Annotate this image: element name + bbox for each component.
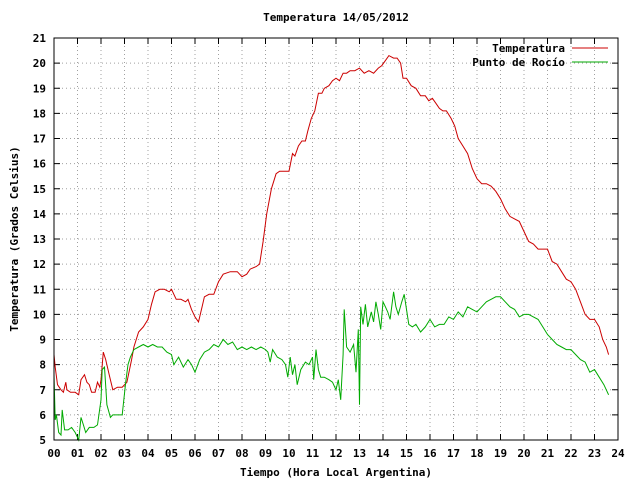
x-tick-label: 07 bbox=[212, 447, 225, 460]
y-tick-label: 16 bbox=[33, 158, 47, 171]
y-tick-label: 21 bbox=[33, 32, 47, 45]
axis-ticks: 00 01 02 03 04 05 06 07 08 09 10 11 12 13 14 15 16 17 18 19… bbox=[33, 32, 625, 460]
chart-title: Temperatura 14/05/2012 bbox=[263, 11, 409, 24]
series-line-2 bbox=[53, 291, 610, 442]
x-tick-label: 24 bbox=[611, 447, 625, 460]
y-tick-label: 18 bbox=[33, 107, 46, 120]
y-tick-label: 5 bbox=[39, 434, 46, 447]
x-tick-label: 01 bbox=[71, 447, 85, 460]
x-tick-label: 05 bbox=[165, 447, 178, 460]
x-tick-label: 15 bbox=[400, 447, 413, 460]
y-tick-label: 12 bbox=[33, 258, 46, 271]
x-tick-label: 10 bbox=[282, 447, 295, 460]
x-tick-label: 03 bbox=[118, 447, 131, 460]
x-tick-label: 18 bbox=[470, 447, 483, 460]
x-tick-label: 09 bbox=[259, 447, 272, 460]
y-tick-label: 10 bbox=[33, 308, 46, 321]
y-tick-label: 13 bbox=[33, 233, 46, 246]
x-tick-label: 20 bbox=[517, 447, 530, 460]
y-tick-label: 20 bbox=[33, 57, 46, 70]
y-tick-label: 11 bbox=[33, 283, 47, 296]
plot-frame bbox=[53, 37, 619, 441]
x-tick-label: 02 bbox=[94, 447, 107, 460]
x-tick-label: 14 bbox=[376, 447, 390, 460]
x-tick-label: 13 bbox=[353, 447, 366, 460]
chart-grid bbox=[54, 38, 618, 440]
x-tick-label: 23 bbox=[588, 447, 601, 460]
x-tick-label: 17 bbox=[447, 447, 460, 460]
y-tick-label: 8 bbox=[39, 359, 46, 372]
y-tick-label: 7 bbox=[39, 384, 46, 397]
x-tick-label: 12 bbox=[329, 447, 342, 460]
y-tick-label: 9 bbox=[39, 334, 46, 347]
legend-label: Temperatura bbox=[492, 42, 565, 55]
x-tick-label: 16 bbox=[423, 447, 437, 460]
y-tick-label: 19 bbox=[33, 82, 46, 95]
x-tick-label: 00 bbox=[47, 447, 60, 460]
x-tick-label: 04 bbox=[141, 447, 155, 460]
x-tick-label: 22 bbox=[564, 447, 577, 460]
x-tick-label: 11 bbox=[306, 447, 320, 460]
legend-label: Punto de Rocío bbox=[472, 56, 565, 69]
y-tick-label: 15 bbox=[33, 183, 46, 196]
x-tick-label: 06 bbox=[188, 447, 202, 460]
x-axis-label: Tiempo (Hora Local Argentina) bbox=[240, 466, 432, 479]
x-tick-label: 19 bbox=[494, 447, 507, 460]
y-tick-label: 6 bbox=[39, 409, 46, 422]
series-layer bbox=[53, 54, 610, 442]
x-tick-label: 08 bbox=[235, 447, 248, 460]
y-axis-label: Temperatura (Grados Celsius) bbox=[8, 146, 21, 331]
y-tick-label: 14 bbox=[33, 208, 47, 221]
x-tick-label: 21 bbox=[541, 447, 555, 460]
y-tick-label: 17 bbox=[33, 133, 46, 146]
series-line-1 bbox=[53, 54, 610, 396]
